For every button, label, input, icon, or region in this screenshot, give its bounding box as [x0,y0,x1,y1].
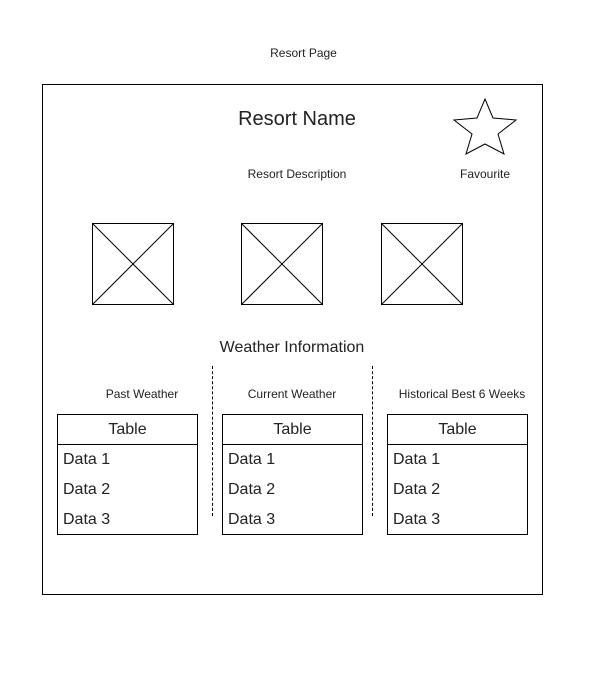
resort-description: Resort Description [247,167,347,181]
table-header: Table [388,415,527,445]
image-placeholder-2 [241,223,323,305]
table-header: Table [58,415,197,445]
section-divider [372,366,374,516]
star-icon[interactable] [450,96,520,158]
table-row: Data 1 [393,451,441,468]
table-row: Data 2 [228,481,276,498]
table-row: Data 3 [63,511,111,528]
table-row: Data 3 [228,511,276,528]
resort-name-title: Resort Name [238,108,356,130]
current-weather-table: Table Data 1 Data 2 Data 3 [222,414,363,535]
past-weather-title: Past Weather [105,387,179,401]
table-row: Data 1 [228,451,276,468]
table-row: Data 3 [393,511,441,528]
table-row: Data 1 [63,451,111,468]
weather-information-heading: Weather Information [219,339,365,356]
past-weather-table: Table Data 1 Data 2 Data 3 [57,414,198,535]
historical-best-weeks-table: Table Data 1 Data 2 Data 3 [387,414,528,535]
favourite-label[interactable]: Favourite [459,167,511,181]
current-weather-title: Current Weather [247,387,337,401]
historical-best-weeks-title: Historical Best 6 Weeks [398,387,526,401]
section-divider [212,366,214,516]
table-row: Data 2 [63,481,111,498]
page-label: Resort Page [270,46,337,60]
table-row: Data 2 [393,481,441,498]
image-placeholder-3 [381,223,463,305]
resort-page-frame [42,84,543,595]
table-header: Table [223,415,362,445]
image-placeholder-1 [92,223,174,305]
